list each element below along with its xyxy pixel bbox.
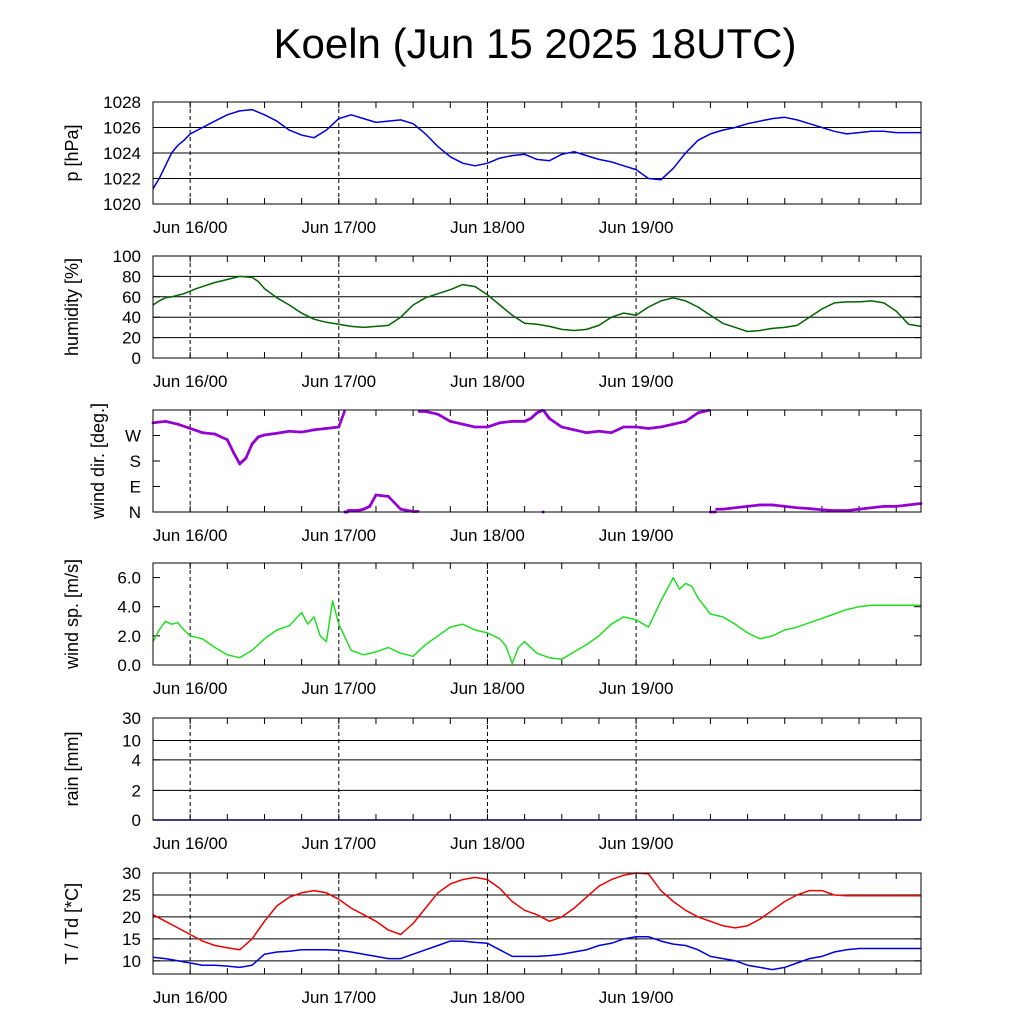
y-axis-label: wind dir. [deg.] xyxy=(88,403,108,520)
y-tick-label: 40 xyxy=(122,308,141,327)
y-tick-label: 1024 xyxy=(103,144,141,163)
x-tick-label: Jun 17/00 xyxy=(301,526,376,545)
y-tick-label: W xyxy=(125,427,141,446)
y-tick-label: N xyxy=(129,503,141,522)
y-axis-label: humidity [%] xyxy=(62,258,82,356)
x-tick-label: Jun 19/00 xyxy=(599,372,674,391)
y-tick-label: 1026 xyxy=(103,119,141,138)
panel-frame xyxy=(152,255,922,359)
y-tick-label: 80 xyxy=(122,267,141,286)
panel-5: 0 2 410 30 rain [mm] Jun 16/00 Jun 17/00 Jun 18… xyxy=(62,709,922,853)
x-tick-label: Jun 19/00 xyxy=(599,218,674,237)
y-tick-label: 2.0 xyxy=(117,627,141,646)
x-tick-label: Jun 16/00 xyxy=(153,834,228,853)
x-tick-label: Jun 16/00 xyxy=(153,988,228,1007)
panel-frame xyxy=(152,717,922,821)
y-tick-label: 1022 xyxy=(103,170,141,189)
y-axis-label: rain [mm] xyxy=(62,731,82,806)
y-axis-label: wind sp. [m/s] xyxy=(62,559,82,670)
dewpoint-line xyxy=(152,935,921,971)
temperature-line xyxy=(152,872,921,951)
x-tick-label: Jun 17/00 xyxy=(301,834,376,853)
panel-1: 1020 1022 1024 1026 1028 p [hPa] Jun 16/00 Jun … xyxy=(62,93,922,237)
y-tick-label: 0 xyxy=(132,349,141,368)
y-tick-label: 30 xyxy=(122,709,141,728)
x-tick-label: Jun 17/00 xyxy=(301,679,376,698)
x-tick-label: Jun 16/00 xyxy=(153,679,228,698)
series-line xyxy=(152,108,921,190)
y-tick-label: 0 xyxy=(132,811,141,830)
y-axis-label: p [hPa] xyxy=(62,124,82,181)
y-tick-label: 6.0 xyxy=(117,569,141,588)
y-tick-label: 30 xyxy=(122,864,141,883)
y-tick-label: 1020 xyxy=(103,195,141,214)
x-tick-label: Jun 18/00 xyxy=(450,526,525,545)
x-tick-label: Jun 17/00 xyxy=(301,988,376,1007)
x-tick-label: Jun 18/00 xyxy=(450,679,525,698)
y-tick-label: 4 xyxy=(132,751,141,770)
panel-frame xyxy=(152,101,922,205)
series-line xyxy=(152,576,921,665)
y-tick-label: 25 xyxy=(122,886,141,905)
x-tick-label: Jun 19/00 xyxy=(599,526,674,545)
x-tick-label: Jun 16/00 xyxy=(153,372,228,391)
x-tick-label: Jun 19/00 xyxy=(599,679,674,698)
panel-6: 10 15 20 25 30 T / Td [*C] Jun 16/00 Jun 17/00 J… xyxy=(62,864,922,1007)
y-tick-label: 1028 xyxy=(103,93,141,112)
panel-frame xyxy=(152,872,922,975)
panel-frame xyxy=(152,562,922,666)
wind-direction-point xyxy=(342,410,346,414)
y-tick-label: 4.0 xyxy=(117,598,141,617)
y-tick-label: 20 xyxy=(122,329,141,348)
y-tick-label: 10 xyxy=(122,731,141,750)
y-axis-label: T / Td [*C] xyxy=(62,883,82,964)
y-tick-label: 60 xyxy=(122,288,141,307)
y-tick-label: 0.0 xyxy=(117,656,141,675)
x-tick-label: Jun 19/00 xyxy=(599,834,674,853)
panel-4: 0.0 2.0 4.0 6.0 wind sp. [m/s] Jun 16/00 Jun 1… xyxy=(62,559,922,698)
panel-frame xyxy=(152,409,922,513)
x-tick-label: Jun 18/00 xyxy=(450,834,525,853)
y-tick-label: 20 xyxy=(122,908,141,927)
x-tick-label: Jun 17/00 xyxy=(301,218,376,237)
chart-title: Koeln (Jun 15 2025 18UTC) xyxy=(273,20,797,67)
y-tick-label: 2 xyxy=(132,781,141,800)
y-tick-label: 15 xyxy=(122,930,141,949)
x-tick-label: Jun 16/00 xyxy=(153,218,228,237)
series-line xyxy=(152,275,922,333)
y-tick-label: 100 xyxy=(113,247,141,266)
y-tick-label: E xyxy=(130,478,141,497)
y-tick-label: S xyxy=(130,452,141,471)
x-tick-label: Jun 19/00 xyxy=(599,988,674,1007)
x-tick-label: Jun 18/00 xyxy=(450,988,525,1007)
x-tick-label: Jun 18/00 xyxy=(450,372,525,391)
y-tick-label: 10 xyxy=(122,952,141,971)
x-tick-label: Jun 17/00 xyxy=(301,372,376,391)
x-tick-label: Jun 16/00 xyxy=(153,526,228,545)
x-tick-label: Jun 18/00 xyxy=(450,218,525,237)
